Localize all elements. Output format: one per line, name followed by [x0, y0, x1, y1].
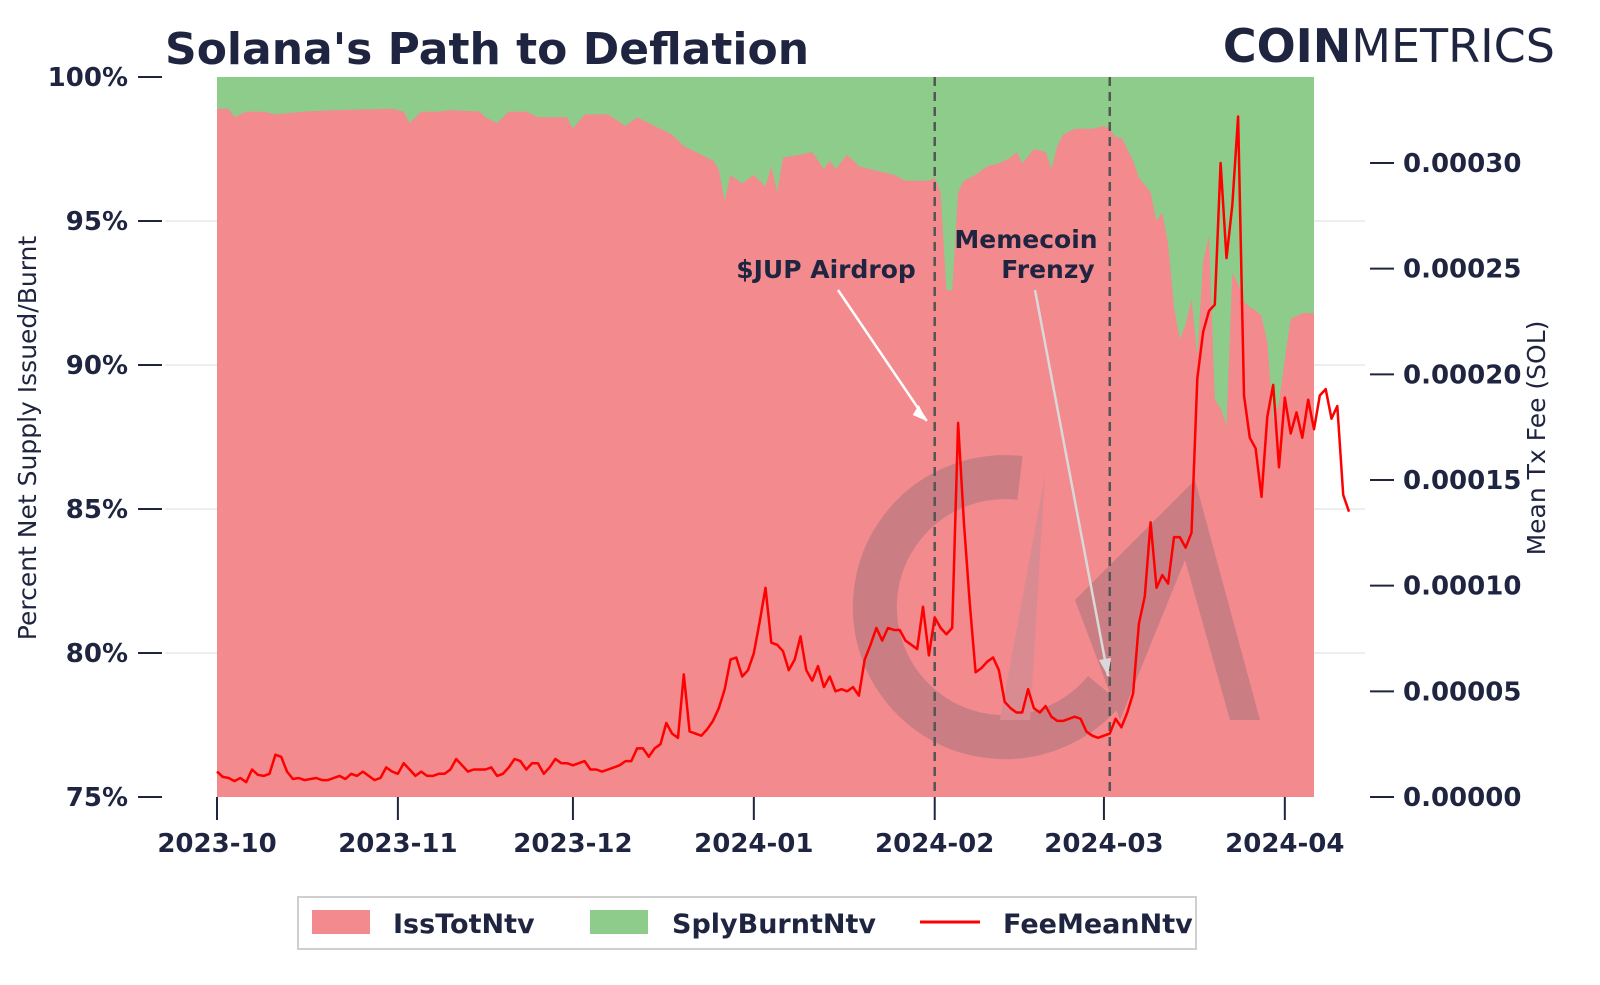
x-tick-label-3: 2024-01 [694, 829, 813, 859]
annotations: $JUP Airdrop Memecoin Frenzy [736, 225, 1111, 677]
left-tick-label-5: 100% [48, 63, 128, 93]
left-tick-label-3: 90% [66, 351, 128, 381]
watermark-c-shape [852, 455, 1122, 760]
right-tick-label-0: 0.00000 [1403, 783, 1521, 813]
event-lines [933, 77, 1112, 797]
legend-label-issued: IssTotNtv [393, 909, 535, 940]
legend-label-burnt: SplyBurntNtv [672, 909, 876, 940]
x-tick-label-4: 2024-02 [875, 829, 994, 859]
stacked-areas [217, 77, 1314, 797]
x-tick-label-6: 2024-04 [1225, 829, 1344, 859]
annotation-memecoin-arrowhead [1099, 658, 1111, 676]
area-iss-tot [217, 108, 1314, 797]
annotation-jup-label: $JUP Airdrop [736, 255, 916, 284]
annotation-memecoin-label: Memecoin Frenzy [954, 225, 1097, 284]
x-tick-label-5: 2024-03 [1044, 829, 1163, 859]
right-tick-label-5: 0.00025 [1403, 255, 1521, 285]
right-tick-label-1: 0.00005 [1403, 677, 1521, 707]
legend: IssTotNtv SplyBurntNtv FeeMeanNtv [297, 896, 1197, 950]
left-tick-label-4: 95% [66, 207, 128, 237]
x-tick-label-0: 2023-10 [157, 829, 276, 859]
left-tick-label-1: 80% [66, 639, 128, 669]
right-tick-label-6: 0.00030 [1403, 149, 1521, 179]
left-tick-label-0: 75% [66, 783, 128, 813]
annotation-memecoin-arrow [1033, 289, 1110, 677]
annotation-jup-arrow [836, 289, 928, 422]
legend-swatch-burnt [590, 910, 648, 934]
legend-swatch-issued [312, 910, 370, 934]
watermark-m-stroke-1 [1000, 475, 1045, 720]
right-tick-label-4: 0.00020 [1403, 360, 1521, 390]
logo-strong-text: COIN [1223, 19, 1351, 73]
logo-light-text: METRICS [1351, 19, 1555, 73]
fee-line-layer [216, 115, 1351, 784]
legend-label-fee: FeeMeanNtv [1003, 909, 1193, 940]
x-tick-label-2: 2023-12 [513, 829, 632, 859]
annotation-jup-arrowhead [912, 404, 927, 421]
legend-frame [297, 896, 1197, 950]
cm-watermark [852, 455, 1260, 760]
svg-text:COINMETRICS: COINMETRICS [1223, 19, 1555, 73]
left-tick-label-2: 85% [66, 495, 128, 525]
right-tick-label-2: 0.00010 [1403, 572, 1521, 602]
watermark-m-stroke-2 [1075, 480, 1260, 720]
right-tick-label-3: 0.00015 [1403, 466, 1521, 496]
x-tick-label-1: 2023-11 [338, 829, 457, 859]
axes: 75% 80% 85% 90% 95% 100% 0.00000 0.00005 0.00010… [48, 63, 1522, 859]
left-axis-label: Percent Net Supply Issued/Burnt [13, 236, 42, 641]
right-axis-label: Mean Tx Fee (SOL) [1522, 321, 1551, 556]
chart-title: Solana's Path to Deflation [165, 24, 809, 75]
fee-mean-line [216, 115, 1351, 784]
annotation-memecoin-line-2: Frenzy [1001, 255, 1094, 284]
annotation-memecoin-line-1: Memecoin [954, 225, 1097, 254]
coinmetrics-logo: COINMETRICS [1223, 19, 1555, 73]
